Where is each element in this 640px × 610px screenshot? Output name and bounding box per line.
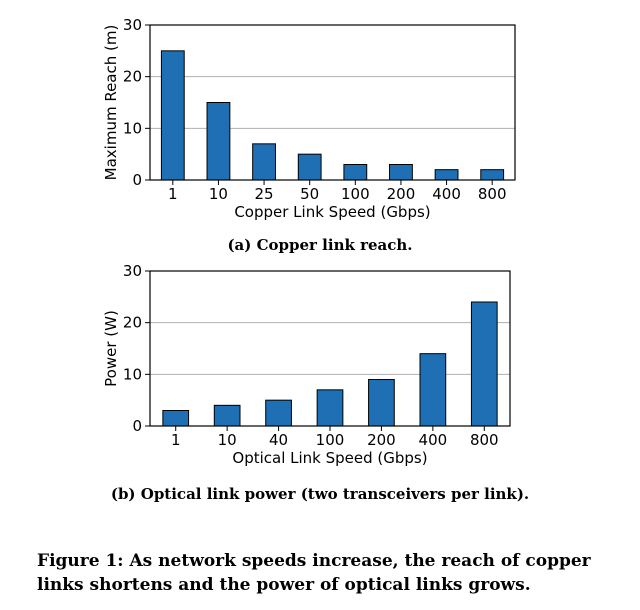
y-tick-label: 10 <box>123 365 142 383</box>
bar-400 <box>419 353 447 427</box>
bar-50 <box>297 153 322 181</box>
copper-chart-caption: (a) Copper link reach. <box>227 236 413 254</box>
bar-200 <box>368 379 395 427</box>
copper-reach-chart: 0 10 20 30 1 10 25 50 100 200 400 800 Copper Link Sp… <box>102 16 516 221</box>
bar-100 <box>343 164 368 181</box>
y-tick-label: 30 <box>123 262 142 280</box>
bar-40 <box>265 399 292 427</box>
bar-200 <box>389 164 413 181</box>
y-axis-title: Power (W) <box>102 310 120 387</box>
x-tick-label: 800 <box>478 185 507 203</box>
y-tick-label: 30 <box>123 16 142 34</box>
x-axis-title: Copper Link Speed (Gbps) <box>234 203 430 221</box>
bar-10 <box>206 102 231 181</box>
x-tick-label: 40 <box>269 431 288 449</box>
bar-1 <box>160 50 185 181</box>
bar-100 <box>316 389 344 427</box>
bar-800 <box>470 301 498 427</box>
plot-frame <box>149 24 516 181</box>
x-tick-label: 1 <box>171 431 181 449</box>
bar-800 <box>480 169 505 181</box>
x-tick-label: 50 <box>300 185 319 203</box>
x-tick-label: 100 <box>316 431 345 449</box>
x-tick-label: 200 <box>367 431 396 449</box>
y-tick-label: 20 <box>123 314 142 332</box>
bar-10 <box>213 404 241 427</box>
optical-power-chart: 0 10 20 30 1 10 40 100 200 400 800 Optical Link Spe… <box>102 262 511 467</box>
x-tick-label: 1 <box>168 185 178 203</box>
bar-400 <box>434 169 459 181</box>
x-tick-label: 400 <box>419 431 448 449</box>
x-axis-title: Optical Link Speed (Gbps) <box>232 449 427 467</box>
x-tick-label: 200 <box>387 185 416 203</box>
x-tick-label: 10 <box>218 431 237 449</box>
x-tick-label: 800 <box>470 431 499 449</box>
y-axis-title: Maximum Reach (m) <box>102 25 120 181</box>
x-tick-label: 25 <box>255 185 274 203</box>
x-tick-label: 10 <box>209 185 228 203</box>
y-tick-label: 0 <box>132 417 142 435</box>
x-tick-label: 100 <box>341 185 370 203</box>
bar-1 <box>162 410 190 427</box>
bar-25 <box>252 143 276 181</box>
optical-chart-caption: (b) Optical link power (two transceivers… <box>110 485 530 503</box>
x-tick-label: 400 <box>432 185 461 203</box>
y-tick-label: 20 <box>123 68 142 86</box>
y-tick-label: 10 <box>123 119 142 137</box>
figure-caption: Figure 1: As network speeds increase, th… <box>37 551 591 595</box>
y-tick-label: 0 <box>132 171 142 189</box>
